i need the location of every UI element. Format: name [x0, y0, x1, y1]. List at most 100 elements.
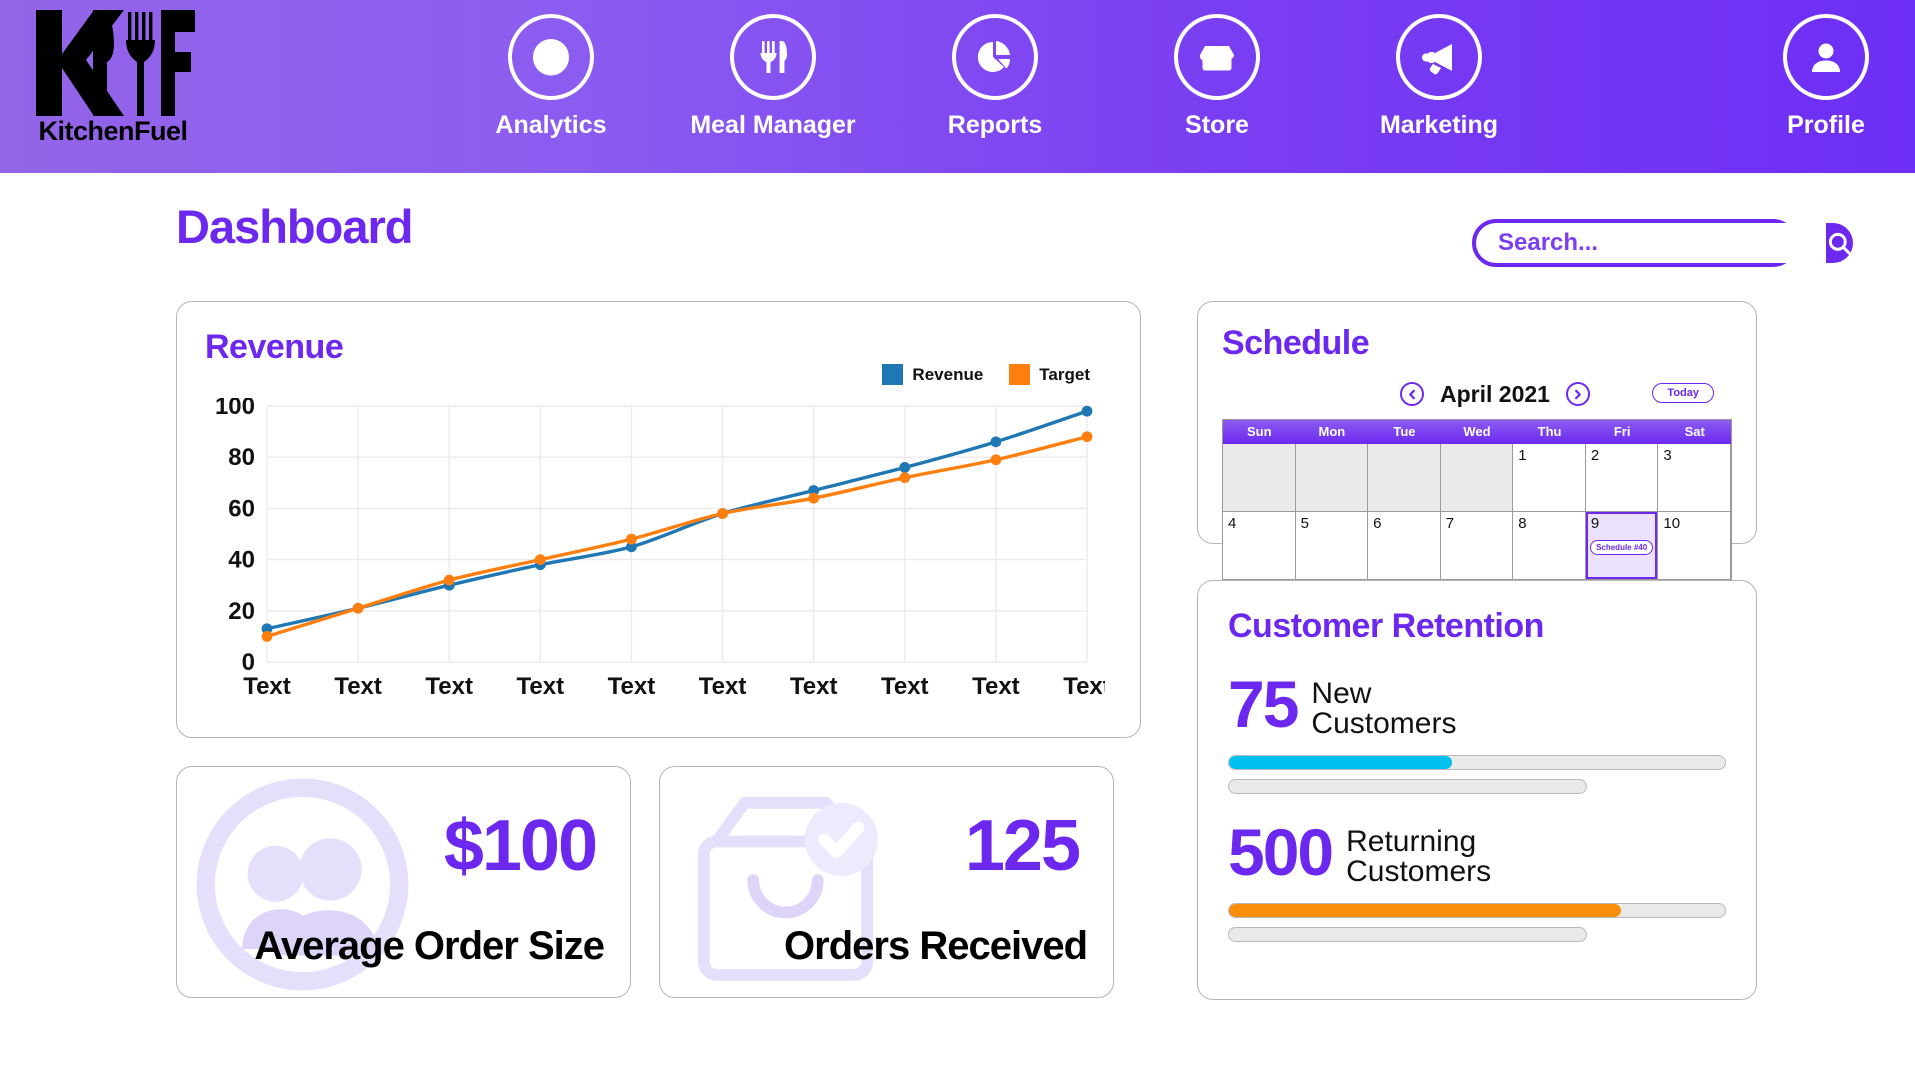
svg-text:20: 20 — [228, 598, 255, 625]
reports-icon-circle — [952, 14, 1038, 100]
customer-retention-card: Customer Retention 75 New Customers — [1197, 580, 1757, 1000]
retention-row: 75 New Customers — [1228, 671, 1726, 739]
calendar-day-number: 4 — [1228, 515, 1237, 532]
legend-entry-target[interactable]: Target — [1009, 364, 1090, 385]
search-button[interactable] — [1826, 223, 1853, 263]
svg-text:Text: Text — [608, 673, 656, 700]
calendar-cell-empty — [1368, 444, 1441, 512]
chevron-left-icon — [1408, 389, 1415, 399]
dashboard-content: Revenue Revenue Target 0 20 40 60 80 100 Text T… — [0, 301, 1915, 1000]
calendar-month-nav: April 2021 — [1400, 381, 1590, 408]
calendar-week-row: 1 2 3 — [1223, 444, 1731, 512]
schedule-card: Schedule April 2021 Today — [1197, 301, 1757, 580]
legend-swatch-revenue — [882, 364, 904, 385]
svg-text:Text: Text — [517, 673, 565, 700]
search-input[interactable] — [1476, 223, 1826, 263]
nav-label: Reports — [947, 111, 1043, 139]
right-column: Schedule April 2021 Today — [1197, 301, 1757, 1000]
svg-text:40: 40 — [228, 547, 255, 574]
kitchenfuel-logo-icon — [36, 10, 195, 116]
svg-text:Text: Text — [790, 673, 838, 700]
calendar-day-number: 7 — [1445, 515, 1455, 532]
retention-text-line1: New — [1311, 677, 1372, 710]
revenue-title: Revenue — [205, 328, 344, 366]
bag-check-icon — [678, 777, 893, 992]
calendar-weekday: Sun — [1247, 424, 1272, 439]
calendar-next-button[interactable] — [1565, 382, 1590, 406]
svg-text:0: 0 — [242, 649, 255, 676]
calendar-today-button[interactable]: Today — [1652, 383, 1714, 403]
calendar-body: 1 2 3 4 5 6 7 8 9 Schedule #40 10 — [1223, 444, 1731, 580]
page-title: Dashboard — [176, 200, 413, 253]
svg-text:100: 100 — [215, 398, 255, 420]
analytics-icon-circle — [508, 14, 594, 100]
fork-knife-icon — [760, 41, 787, 73]
retention-number: 500 — [1228, 815, 1334, 889]
retention-block-returning: 500 Returning Customers — [1228, 815, 1726, 942]
calendar-weekday: Thu — [1537, 424, 1562, 439]
pie-chart-icon — [977, 41, 1011, 72]
calendar-cell-empty — [1295, 444, 1369, 512]
calendar-prev-button[interactable] — [1400, 382, 1425, 406]
svg-text:Text: Text — [972, 673, 1020, 700]
calendar-event[interactable]: Schedule #40 — [1589, 540, 1654, 555]
calendar-cell-day[interactable]: 1 — [1513, 444, 1586, 512]
megaphone-icon — [1422, 44, 1452, 75]
calendar-day-number: 5 — [1300, 515, 1309, 532]
svg-text:Text: Text — [334, 673, 382, 700]
kpi-card-orders-received: 125 Orders Received — [659, 766, 1114, 998]
calendar-cell-day[interactable]: 6 — [1368, 512, 1441, 580]
calendar-cell-day[interactable]: 3 — [1658, 444, 1731, 512]
nav-item-meal-manager[interactable]: Meal Manager — [662, 14, 884, 140]
retention-title: Customer Retention — [1228, 607, 1544, 645]
kpi-label: Average Order Size — [254, 924, 605, 968]
calendar-cell-day[interactable]: 7 — [1440, 512, 1514, 580]
calendar-cell-day[interactable]: 9 Schedule #40 — [1585, 512, 1659, 580]
storefront-icon — [1199, 46, 1234, 71]
calendar-weekday: Fri — [1613, 424, 1631, 439]
retention-progress-bar-secondary[interactable] — [1228, 779, 1587, 794]
calendar-weekday: Tue — [1393, 424, 1416, 439]
legend-entry-revenue[interactable]: Revenue — [882, 364, 983, 385]
retention-text: New Customers — [1311, 672, 1456, 739]
calendar-day-number: 6 — [1373, 515, 1382, 532]
retention-progress-bar-secondary[interactable] — [1228, 927, 1587, 942]
kpi-label: Orders Received — [784, 924, 1088, 968]
calendar-cell-day[interactable]: 8 — [1513, 512, 1586, 580]
marketing-icon-circle — [1396, 14, 1482, 100]
page-header: Dashboard — [0, 173, 1915, 301]
search-bar — [1472, 219, 1853, 267]
analytics-wave-icon — [533, 39, 570, 76]
svg-text:Text: Text — [699, 673, 747, 700]
legend-swatch-target — [1009, 364, 1031, 385]
nav-label: Profile — [1787, 111, 1865, 139]
legend-label-target: Target — [1039, 364, 1090, 384]
retention-progress-fill — [1229, 904, 1621, 917]
nav-item-store[interactable]: Store — [1106, 14, 1328, 140]
retention-text: Returning Customers — [1346, 820, 1491, 887]
person-icon — [1812, 43, 1840, 72]
nav-item-profile[interactable]: Profile — [1783, 14, 1869, 140]
calendar-cell-day[interactable]: 4 — [1223, 512, 1296, 580]
calendar-cell-day[interactable]: 2 — [1585, 444, 1659, 512]
nav-label: Store — [1185, 111, 1249, 139]
svg-text:80: 80 — [228, 444, 255, 471]
calendar-day-number: 8 — [1518, 515, 1527, 532]
calendar-day-number: 1 — [1518, 447, 1527, 464]
calendar-weekday: Wed — [1463, 424, 1491, 439]
nav-item-reports[interactable]: Reports — [884, 14, 1106, 140]
retention-progress-bar[interactable] — [1228, 903, 1726, 918]
nav-item-analytics[interactable]: Analytics — [440, 14, 662, 140]
profile-icon-circle — [1783, 14, 1869, 100]
retention-progress-bar[interactable] — [1228, 755, 1726, 770]
svg-text:Text: Text — [1063, 673, 1105, 700]
retention-text-line1: Returning — [1346, 825, 1477, 858]
calendar-cell-empty — [1440, 444, 1514, 512]
calendar-weekday-header: Sun Mon Tue Wed Thu Fri Sat — [1223, 420, 1731, 444]
brand-logo[interactable]: KitchenFuel — [18, 4, 208, 159]
svg-text:Text: Text — [881, 673, 929, 700]
schedule-title: Schedule — [1222, 324, 1370, 362]
calendar-cell-day[interactable]: 10 — [1658, 512, 1731, 580]
nav-item-marketing[interactable]: Marketing — [1328, 14, 1550, 140]
calendar-cell-day[interactable]: 5 — [1295, 512, 1369, 580]
